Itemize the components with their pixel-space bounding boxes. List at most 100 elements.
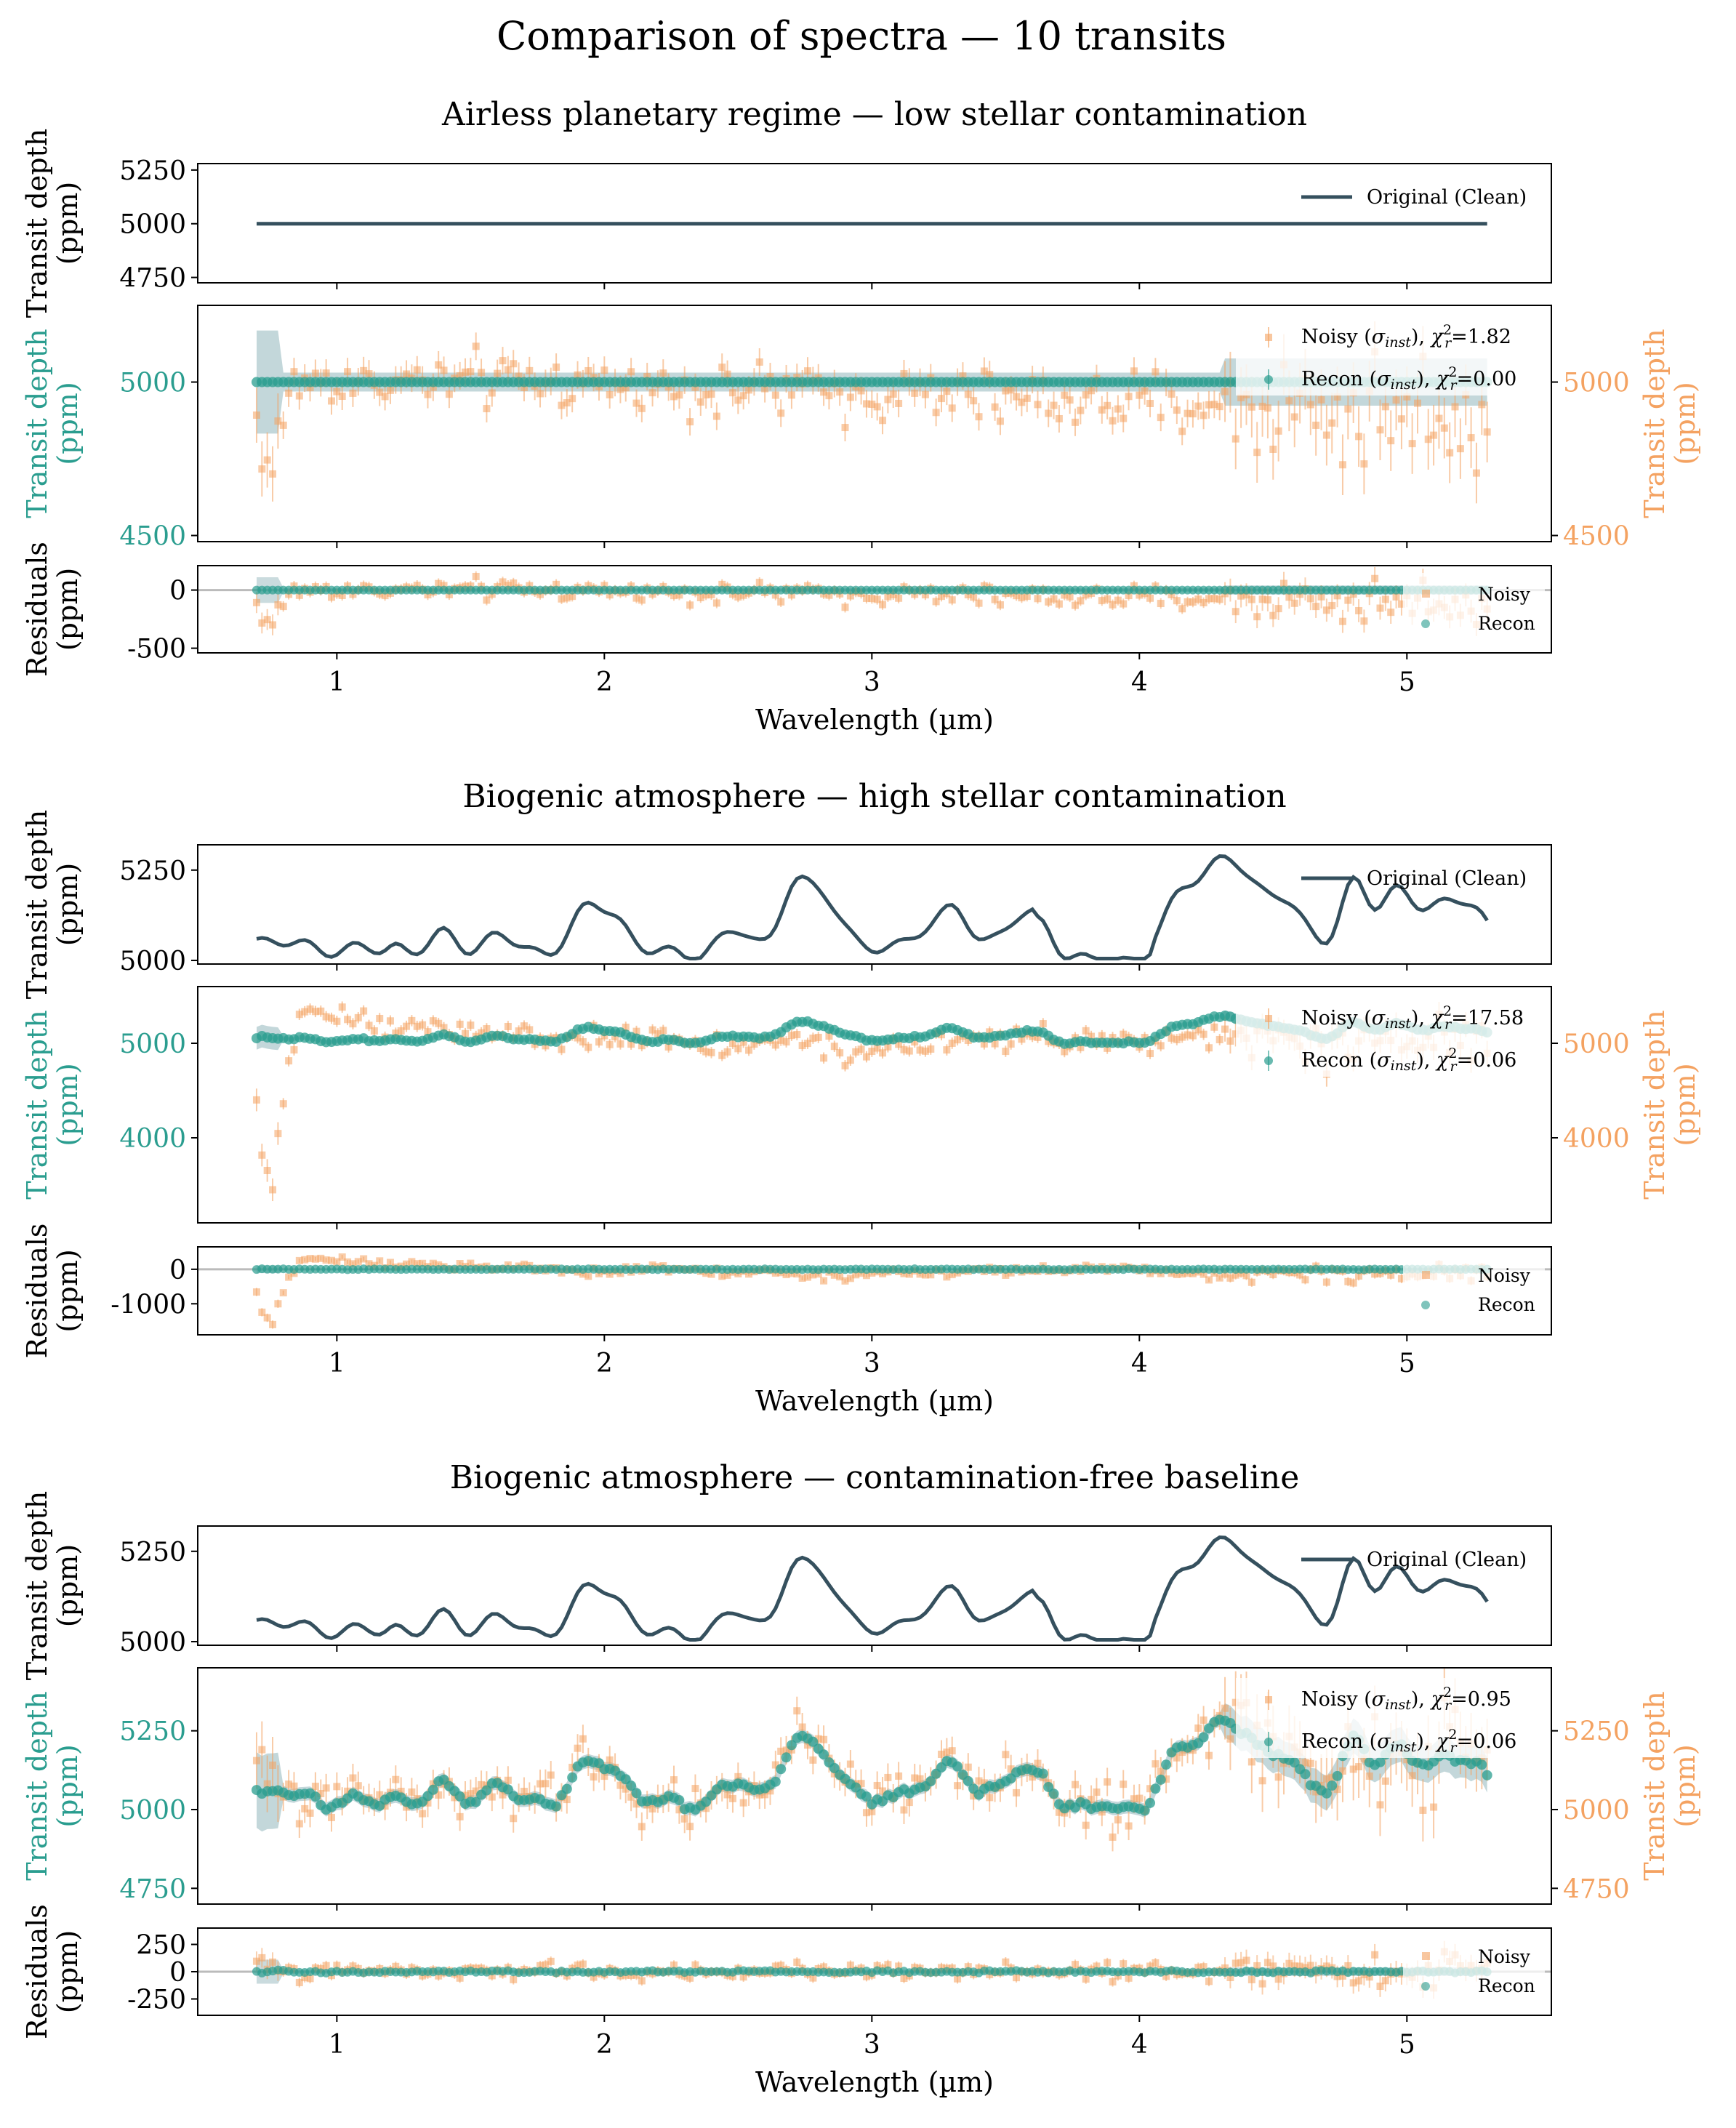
residual-noisy-point	[327, 1256, 335, 1264]
noisy-point	[1023, 394, 1031, 402]
noisy-point	[782, 1746, 790, 1754]
residual-noisy-point	[889, 590, 897, 598]
noisy-point	[777, 409, 785, 417]
noisy-point	[1199, 1030, 1207, 1038]
noisy-point	[552, 364, 560, 372]
noisy-point	[1322, 431, 1330, 439]
noisy-point	[1002, 1751, 1010, 1759]
residual-noisy-point	[456, 1974, 464, 1982]
noisy-point	[1344, 405, 1352, 413]
recon-ytick-label-left: 4750	[119, 1874, 186, 1904]
noisy-point	[1136, 1794, 1144, 1802]
noisy-point	[1376, 426, 1384, 434]
noisy-point	[638, 1042, 646, 1050]
noisy-point	[435, 1019, 443, 1027]
residual-noisy-point	[317, 1254, 325, 1262]
clean-legend-label: Original (Clean)	[1367, 186, 1527, 209]
residual-noisy-point	[1381, 595, 1389, 603]
noisy-point	[648, 1805, 656, 1813]
residual-noisy-point	[943, 1273, 951, 1281]
noisy-point	[526, 1026, 534, 1034]
residual-noisy-point	[1184, 598, 1192, 606]
noisy-point	[295, 1820, 303, 1828]
noisy-point	[954, 1782, 962, 1790]
noisy-point	[702, 1048, 710, 1056]
recon-ylabel-right: Transit depth(ppm)	[1639, 329, 1701, 518]
noisy-point	[258, 1746, 266, 1754]
residual-noisy-point	[1226, 1974, 1234, 1982]
noisy-point	[1274, 427, 1282, 435]
residual-noisy-point	[279, 1289, 287, 1297]
recon-legend-label: Noisy (σinst), χ2 r=1.82	[1301, 322, 1511, 351]
residual-noisy-point	[1077, 597, 1085, 605]
residual-noisy-point	[1168, 590, 1176, 598]
residual-noisy-point	[360, 1255, 368, 1263]
noisy-point	[846, 393, 854, 401]
noisy-point	[327, 397, 335, 405]
noisy-point	[1071, 418, 1079, 426]
noisy-point	[413, 1022, 421, 1030]
residual-noisy-point	[879, 601, 887, 609]
residual-noisy-point	[338, 1253, 346, 1261]
residual-noisy-point	[510, 579, 518, 587]
residual-ytick-label: 0	[169, 1958, 186, 1988]
recon-legend-label: Recon (σinst), χ2 r=0.00	[1301, 364, 1516, 393]
noisy-point	[707, 390, 715, 398]
noisy-point	[943, 1046, 951, 1054]
noisy-point	[1120, 1030, 1128, 1038]
noisy-point	[440, 366, 448, 374]
noisy-point	[1007, 1765, 1015, 1773]
noisy-point	[252, 1096, 260, 1104]
noisy-point	[793, 1031, 801, 1039]
noisy-point	[1082, 391, 1090, 399]
noisy-point	[1483, 428, 1491, 436]
noisy-point	[1376, 1801, 1384, 1809]
noisy-point	[397, 1027, 405, 1035]
noisy-point	[478, 1029, 486, 1037]
residual-noisy-point	[1344, 1277, 1352, 1285]
xtick-label: 2	[596, 667, 613, 697]
noisy-point	[424, 1028, 432, 1036]
chart-title: Biogenic atmosphere — contamination-free…	[450, 1459, 1300, 1496]
noisy-point	[718, 364, 726, 372]
noisy-point	[980, 367, 988, 375]
xtick-label: 4	[1131, 2030, 1148, 2060]
residual-noisy-point	[435, 579, 443, 587]
residual-noisy-point	[295, 591, 303, 599]
residual-recon-series	[252, 585, 1492, 595]
x-axis-label: Wavelength (µm)	[755, 1385, 994, 1417]
noisy-point	[258, 465, 266, 473]
residual-noisy-point	[954, 1975, 962, 1983]
noisy-point	[943, 388, 951, 396]
noisy-point	[429, 383, 437, 391]
noisy-point	[1424, 435, 1432, 443]
noisy-point	[472, 1787, 480, 1795]
noisy-point	[943, 1748, 951, 1756]
residual-noisy-point	[1215, 595, 1223, 603]
residual-noisy-point	[1098, 597, 1106, 605]
residual-legend-noisy-marker	[1422, 1271, 1430, 1279]
noisy-point	[338, 392, 346, 400]
residual-noisy-point	[1392, 593, 1400, 601]
recon-point	[1321, 1788, 1332, 1799]
clean-series-line	[256, 854, 1489, 960]
noisy-point	[1349, 1765, 1357, 1773]
noisy-point	[515, 372, 523, 380]
noisy-point	[301, 1008, 309, 1016]
recon-point	[781, 1752, 792, 1763]
noisy-point	[1205, 1044, 1213, 1052]
recon-ytick-label-right: 5250	[1563, 1717, 1630, 1747]
noisy-point	[1199, 411, 1207, 419]
x-axis-label: Wavelength (µm)	[755, 2066, 994, 2098]
residual-noisy-point	[483, 596, 491, 604]
residual-ylabel: Residuals(ppm)	[21, 1904, 84, 2039]
noisy-point	[537, 390, 544, 398]
residual-noisy-point	[1061, 591, 1069, 599]
noisy-point	[558, 401, 566, 409]
recon-point	[770, 1776, 781, 1787]
residual-noisy-point	[964, 1963, 972, 1971]
noisy-point	[488, 1793, 496, 1801]
xtick-label: 2	[596, 2030, 613, 2060]
residual-noisy-point	[793, 1958, 801, 1966]
